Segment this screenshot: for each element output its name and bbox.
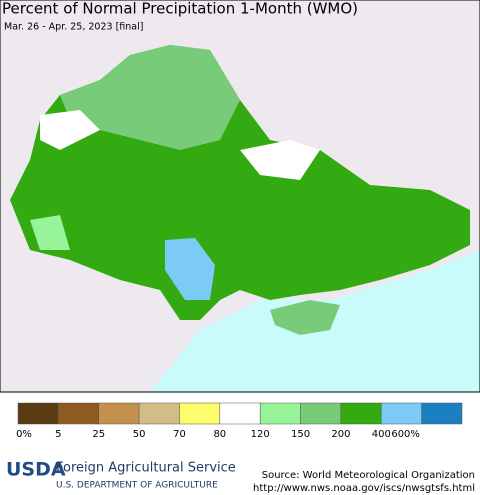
legend-label: 5 [55,429,61,440]
region-northwest [40,110,100,150]
region-northeast [240,140,320,180]
legend-swatch [58,402,99,425]
legend-swatch [381,402,422,425]
region-north [60,45,240,150]
url: http://www.nws.noaa.gov/iscs/nwsgtsfs.ht… [253,483,475,494]
legend-label: 50 [133,429,146,440]
legend-label: 80 [213,429,226,440]
subtitle: Mar. 26 - Apr. 25, 2023 [final] [4,22,143,33]
legend-swatch [259,402,301,425]
region-crimea [270,300,340,335]
legend-label: 200 [331,429,350,440]
legend-swatch [17,402,59,425]
source: Source: World Meteorological Organizatio… [262,470,475,481]
map [0,0,480,393]
legend-label: 25 [92,429,105,440]
legend-swatch [300,402,342,425]
legend: 0% 5 25 50 70 80 120 150 200 400 600% [16,402,463,440]
legend-label: 400 [372,429,391,440]
region-odesa [165,238,215,300]
title: Percent of Normal Precipitation 1-Month … [2,0,358,18]
legend-label: 70 [173,429,186,440]
agency: Foreign Agricultural Service [56,461,236,476]
legend-swatch [98,402,140,425]
legend-label: 600% [391,429,420,440]
legend-swatch [179,402,221,425]
legend-label: 120 [251,429,270,440]
map-frame [0,0,480,393]
legend-label: 150 [291,429,310,440]
legend-swatch [219,402,261,425]
legend-swatch [421,402,463,425]
legend-swatch [340,402,382,425]
region-southwest [30,215,70,250]
legend-swatch [138,402,180,425]
logo: USDA [6,459,66,481]
department: U.S. DEPARTMENT OF AGRICULTURE [56,481,218,491]
legend-label: 0% [16,429,32,440]
